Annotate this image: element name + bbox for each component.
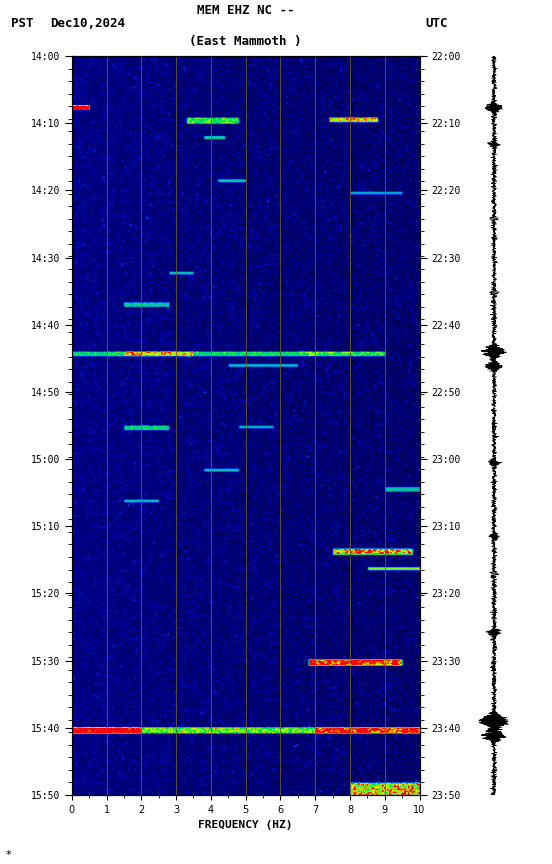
X-axis label: FREQUENCY (HZ): FREQUENCY (HZ) — [198, 820, 293, 830]
Text: PST: PST — [11, 17, 34, 30]
Text: *: * — [6, 849, 11, 860]
Text: UTC: UTC — [425, 17, 448, 30]
Text: (East Mammoth ): (East Mammoth ) — [189, 35, 302, 48]
Text: Dec10,2024: Dec10,2024 — [50, 17, 125, 30]
Text: MEM EHZ NC --: MEM EHZ NC -- — [197, 4, 294, 17]
